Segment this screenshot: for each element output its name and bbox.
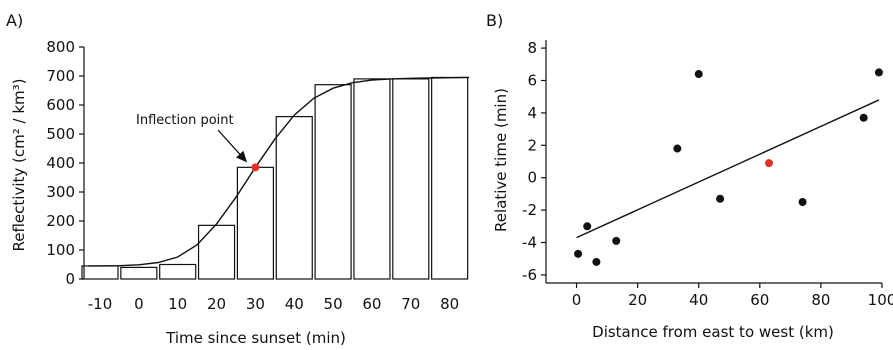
- panel-b-x-ticks: 0 20 40 60 80 100: [572, 283, 893, 309]
- panel-a-y-tick-label: 400: [46, 154, 75, 172]
- panel-a-x-tick-label: 30: [246, 295, 265, 313]
- histogram-bar: [236, 166, 274, 280]
- panel-a-y-tick-label: 500: [46, 125, 75, 143]
- panel-b-x-tick-label: 60: [750, 291, 769, 309]
- panel-b-x-tick-label: 0: [572, 291, 582, 309]
- panel-b-y-tick-label: 0: [527, 169, 537, 187]
- histogram-bar: [314, 84, 352, 280]
- panel-a-x-tick-label: -10: [88, 295, 113, 313]
- panel-a-y-tick-label: 300: [46, 183, 75, 201]
- annotation-inflection-point: Inflection point: [136, 113, 234, 128]
- panel-b-points: [574, 68, 883, 266]
- scatter-point: [574, 249, 583, 258]
- panel-a-x-tick-label: 40: [285, 295, 304, 313]
- panel-b-y-label: Relative time (min): [492, 88, 510, 232]
- panel-b-x-tick-label: 100: [868, 291, 893, 309]
- histogram-bar: [431, 76, 469, 280]
- panel-b-y-ticks: -6 -4 -2 0 2 4 6 8: [522, 39, 546, 284]
- panel-a-x-tick-label: 70: [401, 295, 420, 313]
- histogram-bar: [275, 115, 313, 280]
- panel-b-y-tick-label: 8: [527, 39, 537, 57]
- histogram-bar: [120, 266, 158, 280]
- panel-b-y-tick-label: 6: [527, 72, 537, 90]
- panel-a-y-ticks: 0 100 200 300 400 500 600 700 800: [46, 38, 84, 288]
- panel-b-trendline: [576, 99, 880, 239]
- panel-b-x-tick-label: 80: [811, 291, 830, 309]
- inflection-point-marker: [251, 163, 260, 172]
- scatter-point: [764, 159, 773, 168]
- panel-a-x-tick-label: 0: [134, 295, 144, 313]
- panel-a-x-ticks: -10 0 10 20 30 40 50 60 70 80: [88, 295, 459, 313]
- panel-b-y-tick-label: -4: [522, 234, 537, 252]
- panel-b: B) -6 -4 -2 0 2 4 6 8 0 20 40 60 80 100 Distance fro…: [486, 11, 893, 341]
- panel-b-y-tick-label: 2: [527, 136, 537, 154]
- panel-b-y-tick-label: -6: [522, 266, 537, 284]
- panel-b-y-tick-label: 4: [527, 104, 537, 122]
- scatter-point: [716, 194, 725, 203]
- panel-a-x-tick-label: 60: [362, 295, 381, 313]
- panel-a-x-tick-label: 20: [207, 295, 226, 313]
- histogram-bar: [392, 78, 430, 280]
- panel-b-x-label: Distance from east to west (km): [592, 323, 834, 341]
- panel-a: A) 0 100 200 300 400 500 600 700 800 -10 0 10 20 30 4…: [6, 11, 470, 347]
- panel-a-y-tick-label: 200: [46, 212, 75, 230]
- annotation-arrowhead: [236, 150, 248, 163]
- scatter-point: [592, 257, 601, 266]
- panel-b-y-tick-label: -2: [522, 201, 537, 219]
- panel-a-bars: [81, 76, 469, 280]
- panel-a-x-tick-label: 10: [168, 295, 187, 313]
- panel-a-x-tick-label: 80: [440, 295, 459, 313]
- panel-a-y-tick-label: 100: [46, 241, 75, 259]
- panel-a-y-tick-label: 700: [46, 67, 75, 85]
- histogram-bar: [159, 263, 197, 280]
- panel-a-y-tick-label: 800: [46, 38, 75, 56]
- scatter-point: [612, 236, 621, 245]
- panel-a-x-label: Time since sunset (min): [165, 329, 346, 347]
- scatter-point: [673, 144, 682, 153]
- scatter-point: [798, 198, 807, 206]
- panel-b-x-tick-label: 20: [628, 291, 647, 309]
- scatter-point: [583, 222, 592, 231]
- histogram-bar: [353, 78, 391, 280]
- scatter-point: [874, 68, 883, 77]
- panel-a-label: A): [6, 11, 23, 30]
- histogram-bar: [197, 224, 236, 280]
- panel-a-sigmoid-curve: [88, 76, 470, 267]
- panel-a-y-tick-label: 0: [65, 270, 75, 288]
- panel-a-x-tick-label: 50: [324, 295, 343, 313]
- panel-b-label: B): [486, 11, 503, 30]
- panel-b-x-tick-label: 40: [689, 291, 708, 309]
- histogram-bar: [81, 265, 119, 280]
- panel-a-y-label: Reflectivity (cm² / km³): [10, 79, 28, 252]
- scatter-point: [694, 70, 703, 79]
- panel-a-y-tick-label: 600: [46, 96, 75, 114]
- scatter-point: [859, 113, 868, 122]
